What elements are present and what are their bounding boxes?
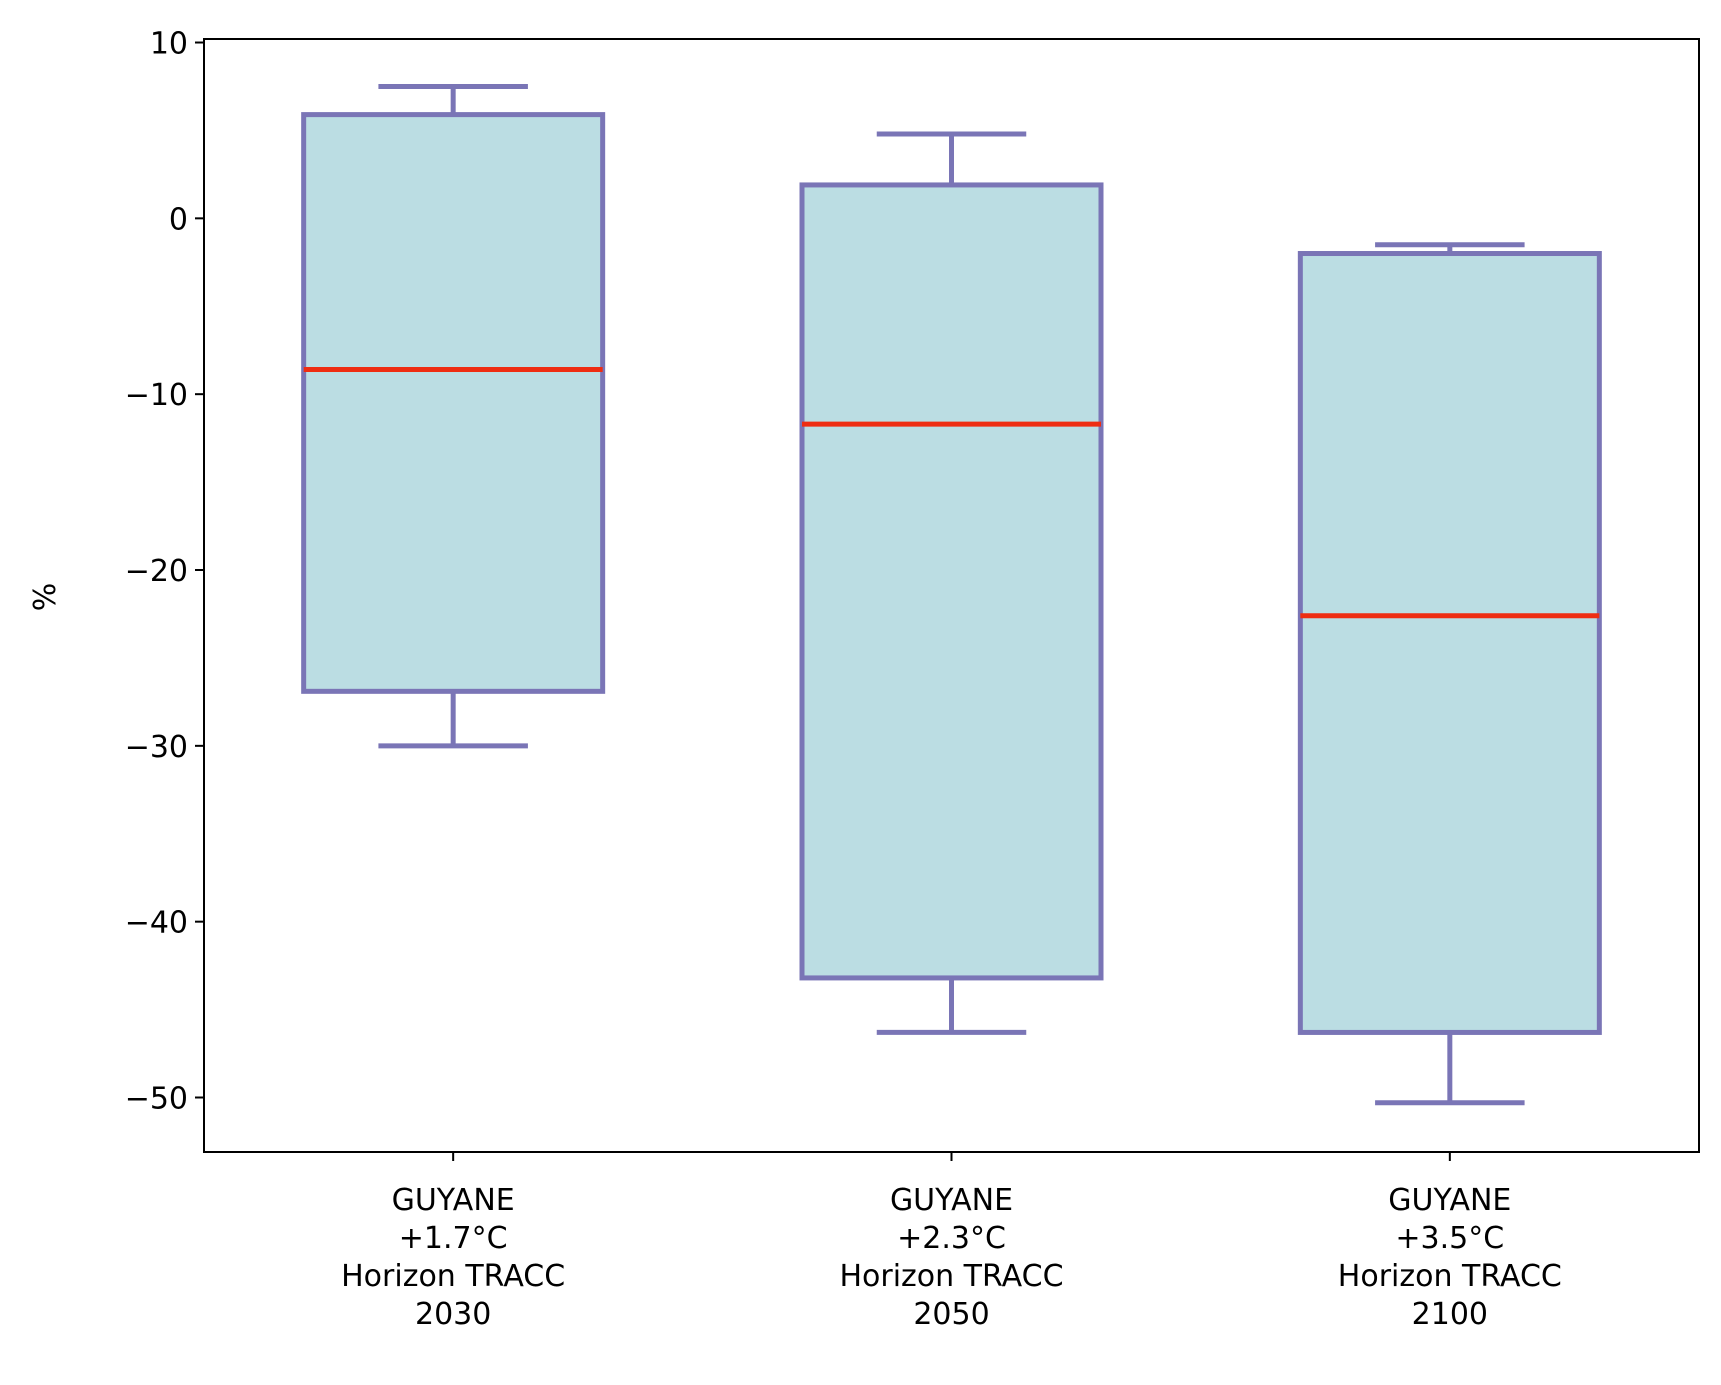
x-tick-label-line: 2050 bbox=[913, 1297, 989, 1332]
x-tick-label-line: GUYANE bbox=[890, 1183, 1013, 1218]
y-axis-label: % bbox=[28, 583, 63, 612]
x-tick-label-line: 2100 bbox=[1412, 1297, 1488, 1332]
y-tick-label: 0 bbox=[169, 202, 188, 237]
x-tick-label-line: +2.3°C bbox=[897, 1221, 1006, 1256]
iqr-box bbox=[301, 112, 606, 694]
boxes-layer bbox=[301, 83, 1602, 1106]
x-tick-label-line: +1.7°C bbox=[399, 1221, 508, 1256]
iqr-box bbox=[799, 182, 1104, 981]
x-tick-label-line: Horizon TRACC bbox=[341, 1259, 565, 1294]
x-tick-label-line: 2030 bbox=[415, 1297, 491, 1332]
x-tick-label-line: Horizon TRACC bbox=[839, 1259, 1063, 1294]
y-tick-label: −30 bbox=[125, 730, 188, 765]
x-tick-label-line: Horizon TRACC bbox=[1338, 1259, 1562, 1294]
x-tick-label: GUYANE +2.3°C Horizon TRACC 2050 bbox=[839, 1183, 1063, 1332]
x-tick-label: GUYANE +3.5°C Horizon TRACC 2100 bbox=[1338, 1183, 1562, 1332]
iqr-box bbox=[1297, 251, 1602, 1035]
y-axis: 10 0 −10 −20 −30 −40 −50 bbox=[125, 27, 204, 1116]
x-tick-label-line: +3.5°C bbox=[1395, 1221, 1504, 1256]
y-tick-label: −20 bbox=[125, 554, 188, 589]
y-tick-label: −40 bbox=[125, 906, 188, 941]
y-tick-label: −50 bbox=[125, 1081, 188, 1116]
y-tick-label: −10 bbox=[125, 378, 188, 413]
plot-frame bbox=[203, 38, 1700, 1153]
x-tick-label-line: GUYANE bbox=[1388, 1183, 1511, 1218]
x-tick-label: GUYANE +1.7°C Horizon TRACC 2030 bbox=[341, 1183, 565, 1332]
y-tick-label: 10 bbox=[150, 27, 188, 62]
x-tick-label-line: GUYANE bbox=[392, 1183, 515, 1218]
